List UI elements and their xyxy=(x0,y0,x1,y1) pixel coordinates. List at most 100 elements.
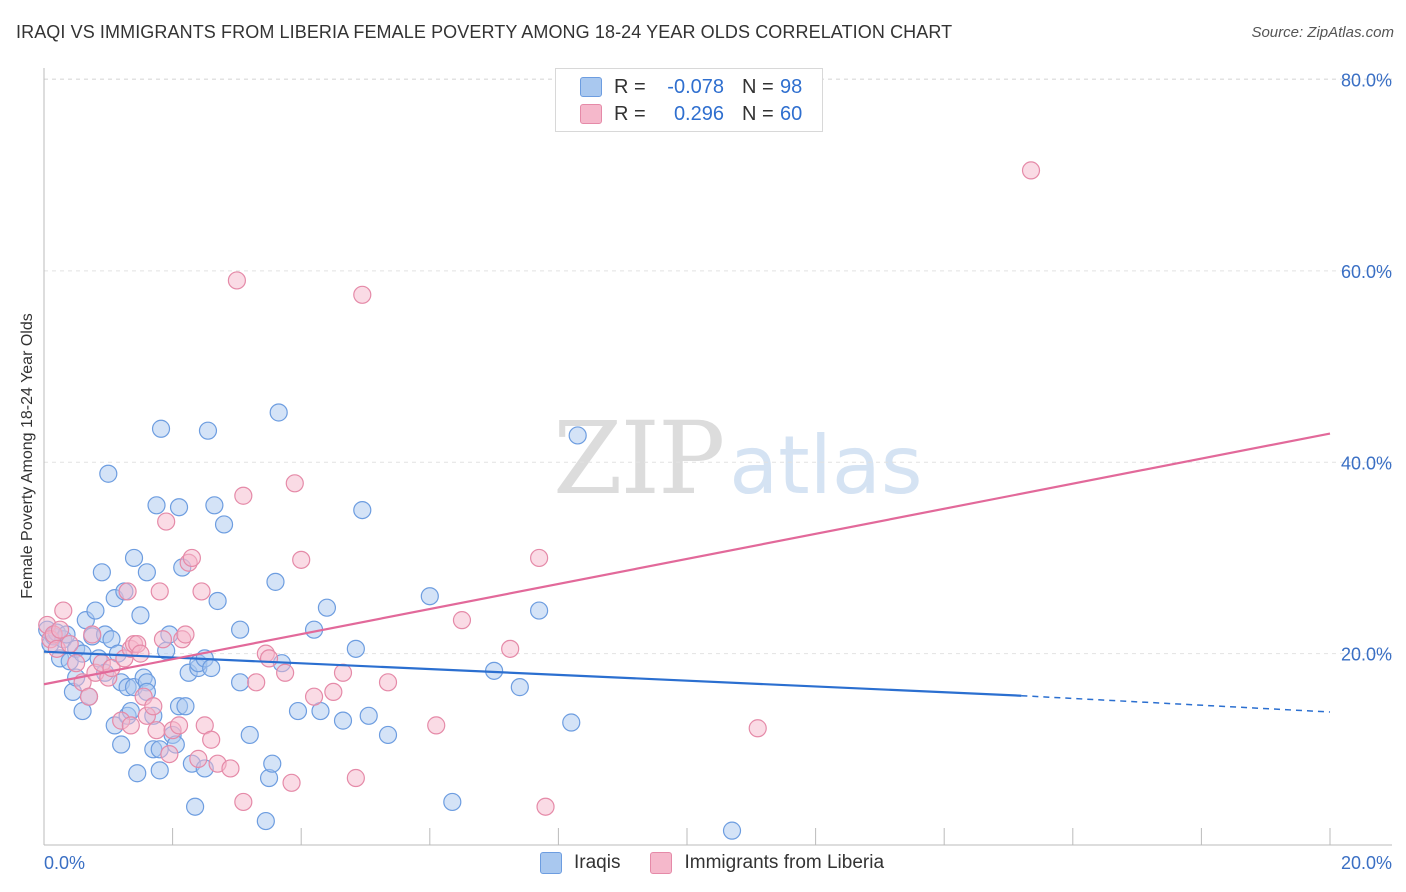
iraqis-point xyxy=(112,735,131,754)
iraqis-point xyxy=(128,764,147,783)
iraqis-point xyxy=(288,701,308,721)
bottom-legend-swatch-liberia xyxy=(650,852,673,874)
legend-row-iraqis: R = -0.078 N = 98 xyxy=(580,74,802,100)
liberia-point xyxy=(536,797,555,816)
iraqis-point xyxy=(169,498,189,517)
legend-swatch-iraqis xyxy=(580,77,602,97)
y-tick-label: 40.0% xyxy=(1341,453,1392,473)
iraqis-point xyxy=(263,754,282,773)
legend-r-label: R = xyxy=(614,102,646,125)
iraqis-point xyxy=(256,811,275,831)
liberia-point xyxy=(118,582,137,601)
liberia-point xyxy=(192,582,211,601)
iraqis-point xyxy=(420,587,439,606)
liberia-point xyxy=(247,673,266,692)
iraqis-point xyxy=(151,419,171,438)
chart-title: IRAQI VS IMMIGRANTS FROM LIBERIA FEMALE … xyxy=(16,22,953,42)
legend-n-label: N = xyxy=(742,75,774,98)
liberia-point xyxy=(160,744,179,764)
bottom-legend-liberia: Immigrants from Liberia xyxy=(650,852,884,874)
iraqis-point xyxy=(208,591,227,611)
liberia-point xyxy=(147,721,166,740)
liberia-point xyxy=(202,730,221,749)
liberia-point xyxy=(176,625,195,644)
y-tick-label: 60.0% xyxy=(1341,262,1392,282)
liberia-point xyxy=(285,474,304,493)
iraqis-point xyxy=(198,421,218,440)
watermark-zip: ZIP xyxy=(553,400,725,517)
liberia-point xyxy=(50,620,70,639)
legend-n-label: N = xyxy=(742,102,774,125)
liberia-point xyxy=(234,486,253,505)
iraqis-point xyxy=(317,598,337,617)
liberia-point xyxy=(346,768,365,788)
liberia-point xyxy=(54,601,73,620)
iraqis-point xyxy=(186,797,205,816)
legend-r-value: 0.296 xyxy=(673,102,724,125)
iraqis-point xyxy=(333,711,353,730)
source-label: Source: ZipAtlas.com xyxy=(1251,24,1394,41)
liberia-point xyxy=(333,663,353,682)
iraqis-point xyxy=(346,639,365,658)
liberia-point xyxy=(169,716,189,735)
liberia-point xyxy=(83,625,102,644)
liberia-point xyxy=(259,649,279,668)
legend-r-value: -0.078 xyxy=(667,75,724,98)
liberia-point xyxy=(144,697,163,716)
iraqis-point xyxy=(530,601,549,620)
iraqis-point xyxy=(231,673,250,692)
liberia-trend-line xyxy=(43,432,1331,686)
liberia-point xyxy=(79,687,99,706)
liberia-point xyxy=(131,644,150,663)
legend: R = -0.078 N = 98 R = 0.296 N = 60 xyxy=(555,68,823,132)
liberia-point xyxy=(304,687,324,706)
liberia-point xyxy=(530,548,549,568)
iraqis-point xyxy=(510,678,529,697)
liberia-point xyxy=(121,716,140,735)
iraqis-point xyxy=(266,572,285,591)
iraqis-point xyxy=(568,426,587,445)
iraqis-point xyxy=(378,725,398,745)
iraqis-point xyxy=(562,713,581,732)
liberia-point xyxy=(234,792,253,812)
legend-r-label: R = xyxy=(614,75,646,98)
liberia-point xyxy=(189,749,208,768)
liberia-point xyxy=(157,512,176,531)
legend-swatch-liberia xyxy=(580,104,602,124)
iraqis-point xyxy=(269,403,288,422)
legend-n-value: 98 xyxy=(780,75,803,98)
liberia-point xyxy=(67,654,86,673)
iraqis-point xyxy=(214,515,234,534)
iraqis-point xyxy=(150,761,169,780)
iraqis-point xyxy=(86,601,105,620)
iraqis-point xyxy=(359,706,378,725)
legend-n-value: 60 xyxy=(780,102,803,125)
liberia-point xyxy=(427,716,446,735)
iraqis-point xyxy=(722,821,742,840)
iraqis-point xyxy=(240,725,259,745)
iraqis-point xyxy=(231,620,250,639)
liberia-point xyxy=(227,271,246,290)
iraqis-point xyxy=(124,548,144,568)
liberia-point xyxy=(182,548,201,568)
bottom-legend-label-liberia: Immigrants from Liberia xyxy=(684,852,885,873)
iraqis-point xyxy=(137,563,156,582)
legend-row-liberia: R = 0.296 N = 60 xyxy=(580,101,802,127)
watermark: ZIPatlas xyxy=(553,400,923,517)
iraqis-point xyxy=(176,697,195,716)
liberia-point xyxy=(378,673,398,692)
bottom-legend-label-iraqis: Iraqis xyxy=(574,852,621,873)
iraqis-point xyxy=(205,496,224,515)
liberia-point xyxy=(748,719,767,738)
iraqis-point xyxy=(131,606,150,625)
liberia-point xyxy=(1021,161,1041,180)
iraqis-point xyxy=(353,500,372,520)
iraqis-trend-extension xyxy=(1021,694,1331,713)
iraqis-point xyxy=(443,792,462,812)
liberia-point xyxy=(324,682,343,702)
iraqis-point xyxy=(147,496,166,515)
liberia-point xyxy=(292,550,311,569)
bottom-legend-swatch-iraqis xyxy=(540,852,562,874)
liberia-point xyxy=(353,285,372,304)
liberia-point xyxy=(282,773,301,792)
